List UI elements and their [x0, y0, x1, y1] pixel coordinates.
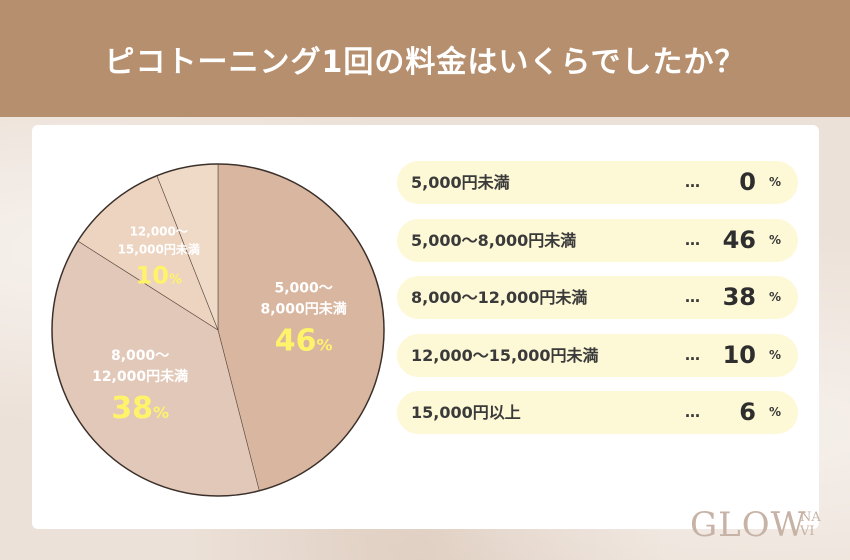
legend-row: 8,000〜12,000円未満 … 38 % — [397, 276, 798, 319]
slice-label-line2: 12,000円未満 — [92, 368, 188, 385]
pie-outline — [51, 163, 385, 497]
logo-main-text: GLOW — [690, 505, 807, 545]
legend-row-dots: … — [685, 403, 700, 421]
slice-label-line1: 8,000〜 — [111, 348, 169, 364]
slice-label-line1: 5,000〜 — [274, 281, 332, 297]
legend-row-value: 0 — [739, 168, 756, 196]
pie-chart: 5,000〜 8,000円未満 46% 8,000〜 12,000円未満 38% 12,00… — [51, 163, 385, 497]
slice-label-line2: 8,000円未満 — [260, 301, 346, 318]
legend-row-unit: % — [769, 175, 782, 189]
legend-row-value: 10 — [722, 340, 756, 369]
legend-row-unit: % — [769, 232, 782, 247]
legend-row-unit: % — [769, 405, 782, 419]
slice-label-line2: 15,000円未満 — [118, 242, 200, 257]
legend-row-label: 5,000円未満 — [411, 173, 510, 192]
glow-navi-logo: GLOW — [690, 505, 807, 553]
legend-row-value: 46 — [722, 225, 756, 254]
logo-small-bottom: VI — [800, 524, 815, 539]
page-title: ピコトーニング1回の料金はいくらでしたか？ — [104, 44, 746, 80]
legend-row-value: 38 — [722, 283, 756, 311]
legend-row: 5,000円未満 … 0 % — [397, 161, 798, 204]
legend-list: 5,000円未満 … 0 % 5,000〜8,000円未満 … 46 % 8,0… — [397, 161, 798, 449]
legend-row-label: 5,000〜8,000円未満 — [411, 230, 577, 250]
legend-row-label: 12,000〜15,000円未満 — [411, 345, 599, 365]
legend-row: 5,000〜8,000円未満 … 46 % — [397, 218, 798, 262]
header-banner: ピコトーニング1回の料金はいくらでしたか？ — [0, 0, 850, 117]
logo-small-top: NA — [800, 510, 821, 525]
legend-row-label: 15,000円以上 — [411, 403, 521, 422]
logo-small-text: NA VI — [800, 511, 821, 539]
legend-row-dots: … — [685, 288, 700, 306]
slice-label-line1: 12,000〜 — [130, 225, 188, 239]
legend-row-value: 6 — [739, 398, 756, 426]
legend-row-unit: % — [769, 347, 782, 362]
slice-percent: 46% — [275, 324, 333, 359]
slice-percent: 10% — [136, 262, 182, 290]
legend-row-unit: % — [769, 290, 782, 304]
legend-row: 12,000〜15,000円未満 … 10 % — [397, 333, 798, 377]
legend-row-dots: … — [685, 173, 700, 191]
legend-row-dots: … — [685, 230, 700, 249]
slice-percent: 38% — [111, 391, 169, 426]
legend-row-dots: … — [685, 345, 700, 364]
legend-row-label: 8,000〜12,000円未満 — [411, 288, 588, 307]
legend-row: 15,000円以上 … 6 % — [397, 391, 798, 434]
